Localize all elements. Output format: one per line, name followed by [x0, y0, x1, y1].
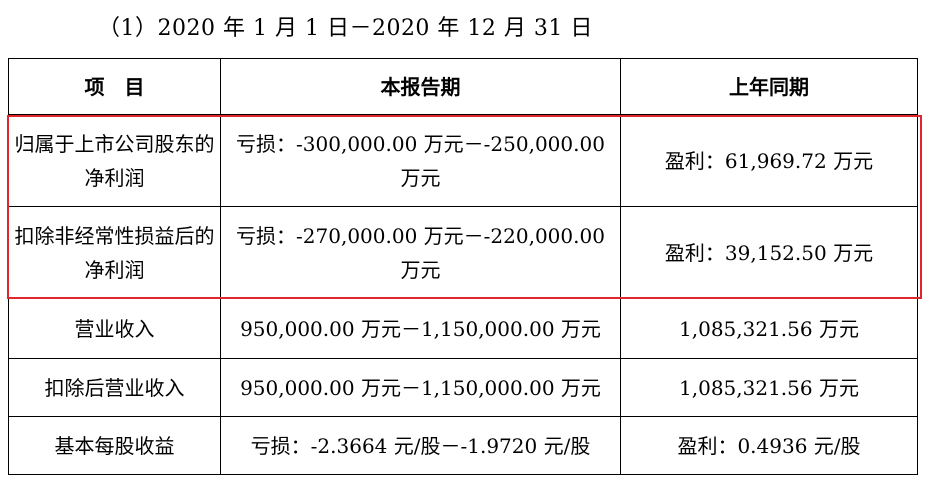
row-current: 950,000.00 万元－1,150,000.00 万元: [220, 298, 621, 359]
table-row: 基本每股收益 亏损：-2.3664 元/股－-1.9720 元/股 盈利：0.4…: [8, 416, 918, 475]
row-item: 扣除后营业收入: [8, 358, 221, 417]
row-item: 基本每股收益: [8, 416, 221, 475]
table-row: 扣除非经常性损益后的净利润 亏损：-270,000.00 万元－-220,000…: [8, 206, 918, 299]
row-prior: 1,085,321.56 万元: [620, 358, 918, 417]
row-current: 亏损：-300,000.00 万元－-250,000.00 万元: [220, 114, 621, 207]
row-current: 亏损：-2.3664 元/股－-1.9720 元/股: [220, 416, 621, 475]
header-prior-period: 上年同期: [620, 58, 918, 115]
table-row: 归属于上市公司股东的净利润 亏损：-300,000.00 万元－-250,000…: [8, 114, 918, 207]
header-item: 项 目: [8, 58, 221, 115]
row-item: 扣除非经常性损益后的净利润: [8, 206, 221, 299]
earnings-forecast-table: 项 目 本报告期 上年同期 归属于上市公司股东的净利润 亏损：-300,000.…: [8, 58, 918, 475]
period-title: （1）2020 年 1 月 1 日－2020 年 12 月 31 日: [98, 16, 593, 41]
row-prior: 盈利：39,152.50 万元: [620, 206, 918, 299]
row-current: 950,000.00 万元－1,150,000.00 万元: [220, 358, 621, 417]
header-current-period: 本报告期: [220, 58, 621, 115]
table-row: 扣除后营业收入 950,000.00 万元－1,150,000.00 万元 1,…: [8, 358, 918, 417]
row-item: 营业收入: [8, 298, 221, 359]
row-item: 归属于上市公司股东的净利润: [8, 114, 221, 207]
row-current: 亏损：-270,000.00 万元－-220,000.00 万元: [220, 206, 621, 299]
row-prior: 1,085,321.56 万元: [620, 298, 918, 359]
table-header-row: 项 目 本报告期 上年同期: [8, 58, 918, 115]
row-prior: 盈利：0.4936 元/股: [620, 416, 918, 475]
table-row: 营业收入 950,000.00 万元－1,150,000.00 万元 1,085…: [8, 298, 918, 359]
row-prior: 盈利：61,969.72 万元: [620, 114, 918, 207]
